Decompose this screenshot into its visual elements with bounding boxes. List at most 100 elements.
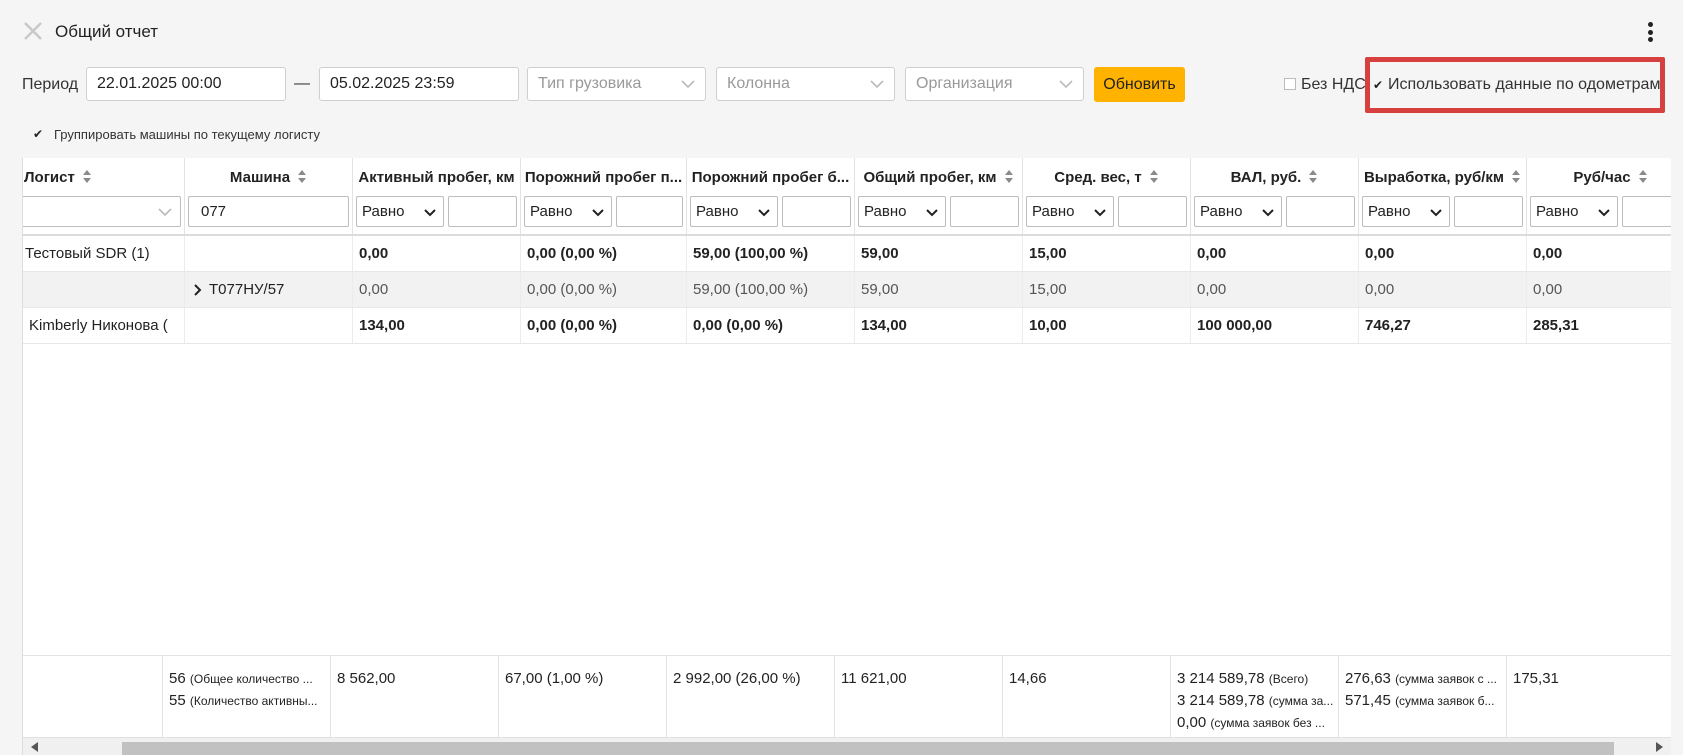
column-header-active[interactable]: Активный пробег, км Равно <box>353 158 521 235</box>
sort-icon[interactable] <box>1309 170 1318 184</box>
column-label: Порожний пробег п... <box>524 168 683 186</box>
column-header-rub-hour[interactable]: Руб/час Равно <box>1527 158 1671 235</box>
date-from-input[interactable]: 22.01.2025 00:00 <box>86 67 286 101</box>
column-header-empty-p[interactable]: Порожний пробег п... Равно <box>521 158 687 235</box>
sort-icon[interactable] <box>1638 170 1648 184</box>
footer-value: 571,45 <box>1345 692 1391 709</box>
column-label: ВАЛ, руб. <box>1230 168 1302 186</box>
column-placeholder: Колонна <box>727 75 790 92</box>
filter-operator-select[interactable]: Равно <box>690 196 778 227</box>
filter-value-input[interactable] <box>1118 196 1187 227</box>
scroll-left-icon[interactable] <box>31 742 38 752</box>
column-label: Порожний пробег б... <box>691 168 850 186</box>
table-cell: Kimberly Никонова ( <box>23 308 185 343</box>
column-header-weight[interactable]: Сред. вес, т Равно <box>1023 158 1191 235</box>
footer-value: 3 214 589,78 <box>1177 670 1265 687</box>
sort-icon[interactable] <box>298 170 307 184</box>
group-checkbox[interactable]: ✔ <box>32 127 44 141</box>
table-cell: 0,00 <box>1527 236 1671 271</box>
column-label: Сред. вес, т <box>1054 168 1142 186</box>
table-cell: 59,00 (100,00 %) <box>687 236 855 271</box>
column-header-empty-b[interactable]: Порожний пробег б... Равно <box>687 158 855 235</box>
column-select[interactable]: Колонна <box>716 67 895 101</box>
table-cell: 0,00 <box>353 272 521 307</box>
truck-type-select[interactable]: Тип грузовика <box>527 67 706 101</box>
chevron-down-icon <box>681 80 695 89</box>
filter-operator-select[interactable]: Равно <box>858 196 946 227</box>
filter-operator-label: Равно <box>1536 203 1579 220</box>
filter-operator-select[interactable]: Равно <box>1362 196 1450 227</box>
chevron-right-icon[interactable] <box>193 283 203 296</box>
column-header-logist[interactable]: Логист <box>23 158 185 235</box>
close-icon[interactable] <box>22 20 44 42</box>
filter-operator-select[interactable]: Равно <box>1194 196 1282 227</box>
no-vat-checkbox[interactable] <box>1284 78 1296 90</box>
footer-note: (Количество активны... <box>189 694 318 708</box>
odometer-checkbox[interactable]: ✔ <box>1372 78 1384 92</box>
table-cell: 0,00 <box>1527 272 1671 307</box>
filter-value-input[interactable] <box>616 196 683 227</box>
logist-filter-select[interactable] <box>23 196 181 227</box>
filter-value-input[interactable] <box>782 196 851 227</box>
table-cell: 134,00 <box>855 308 1023 343</box>
sort-icon[interactable] <box>1004 170 1014 184</box>
footer-cell-empty-b: 2 992,00 (26,00 %) <box>667 656 835 738</box>
horizontal-scrollbar[interactable] <box>23 737 1671 755</box>
table-cell <box>23 272 185 307</box>
filter-operator-select[interactable]: Равно <box>356 196 444 227</box>
footer-value: 56 <box>169 670 186 687</box>
sort-icon[interactable] <box>82 170 92 184</box>
filter-operator-label: Равно <box>1032 203 1075 220</box>
table-row[interactable]: Kimberly Никонова ( 134,00 0,00 (0,00 %)… <box>23 308 1671 344</box>
filter-value-input[interactable] <box>1622 196 1671 227</box>
table-cell <box>185 308 353 343</box>
table-cell: 0,00 <box>1191 236 1359 271</box>
filter-value-input[interactable] <box>448 196 517 227</box>
footer-cell-output: 276,63 (сумма заявок с ... 571,45 (сумма… <box>1339 656 1507 738</box>
sort-icon[interactable] <box>1512 170 1521 184</box>
filter-operator-label: Равно <box>1200 203 1243 220</box>
filter-value-input[interactable] <box>1454 196 1523 227</box>
date-to-input[interactable]: 05.02.2025 23:59 <box>319 67 519 101</box>
machine-filter-input[interactable]: 077 <box>188 196 349 227</box>
footer-note: (Общее количество ... <box>189 672 313 686</box>
footer-note: (сумма заявок б... <box>1395 694 1495 708</box>
chevron-down-icon <box>1094 208 1106 216</box>
scroll-right-icon[interactable] <box>1656 742 1663 752</box>
footer-cell-active: 8 562,00 <box>331 656 499 738</box>
table-cell: 0,00 (0,00 %) <box>521 236 687 271</box>
filter-operator-select[interactable]: Равно <box>1530 196 1618 227</box>
table-cell: 746,27 <box>1359 308 1527 343</box>
chevron-down-icon <box>1430 208 1442 216</box>
table-cell: 0,00 (0,00 %) <box>521 308 687 343</box>
chevron-down-icon <box>870 80 884 89</box>
odometer-label: Использовать данные по одометрам <box>1388 76 1661 93</box>
scrollbar-thumb[interactable] <box>122 742 1614 755</box>
table-cell: 0,00 <box>1191 272 1359 307</box>
table-cell: 0,00 (0,00 %) <box>687 308 855 343</box>
chevron-down-icon <box>158 207 172 216</box>
column-header-val[interactable]: ВАЛ, руб. Равно <box>1191 158 1359 235</box>
filter-operator-select[interactable]: Равно <box>524 196 612 227</box>
sort-icon[interactable] <box>1149 170 1159 184</box>
table-cell: 0,00 <box>1359 236 1527 271</box>
table-row[interactable]: Т077НУ/57 0,00 0,00 (0,00 %) 59,00 (100,… <box>23 272 1671 308</box>
table-row[interactable]: Тестовый SDR (1) 0,00 0,00 (0,00 %) 59,0… <box>23 236 1671 272</box>
truck-type-placeholder: Тип грузовика <box>538 75 642 92</box>
column-header-machine[interactable]: Машина 077 <box>185 158 353 235</box>
column-header-output[interactable]: Выработка, руб/км Равно <box>1359 158 1527 235</box>
filter-operator-select[interactable]: Равно <box>1026 196 1114 227</box>
highlight-box <box>1365 57 1665 113</box>
footer-cell-total: 11 621,00 <box>835 656 1003 738</box>
filter-operator-label: Равно <box>864 203 907 220</box>
refresh-button[interactable]: Обновить <box>1094 67 1185 102</box>
table-cell: 100 000,00 <box>1191 308 1359 343</box>
filter-value-input[interactable] <box>950 196 1019 227</box>
filter-value-input[interactable] <box>1286 196 1355 227</box>
column-header-total[interactable]: Общий пробег, км Равно <box>855 158 1023 235</box>
footer-value: 55 <box>169 692 186 709</box>
footer-cell-val: 3 214 589,78 (Всего) 3 214 589,78 (сумма… <box>1171 656 1339 738</box>
footer-cell-machines: 56 (Общее количество ... 55 (Количество … <box>163 656 331 738</box>
more-menu-icon[interactable] <box>1640 20 1660 44</box>
organization-select[interactable]: Организация <box>905 67 1084 101</box>
